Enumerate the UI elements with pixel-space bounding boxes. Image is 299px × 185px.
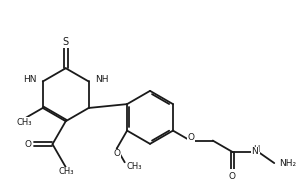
Text: H: H	[254, 145, 260, 154]
Text: N: N	[251, 147, 258, 156]
Text: NH: NH	[95, 75, 109, 84]
Text: HN: HN	[23, 75, 36, 84]
Text: O: O	[188, 133, 195, 142]
Text: S: S	[63, 37, 69, 47]
Text: O: O	[113, 149, 120, 158]
Text: NH₂: NH₂	[279, 159, 296, 168]
Text: O: O	[229, 171, 236, 181]
Text: CH₃: CH₃	[16, 118, 32, 127]
Text: CH₃: CH₃	[127, 162, 142, 171]
Text: CH₃: CH₃	[59, 167, 74, 176]
Text: O: O	[25, 140, 32, 149]
